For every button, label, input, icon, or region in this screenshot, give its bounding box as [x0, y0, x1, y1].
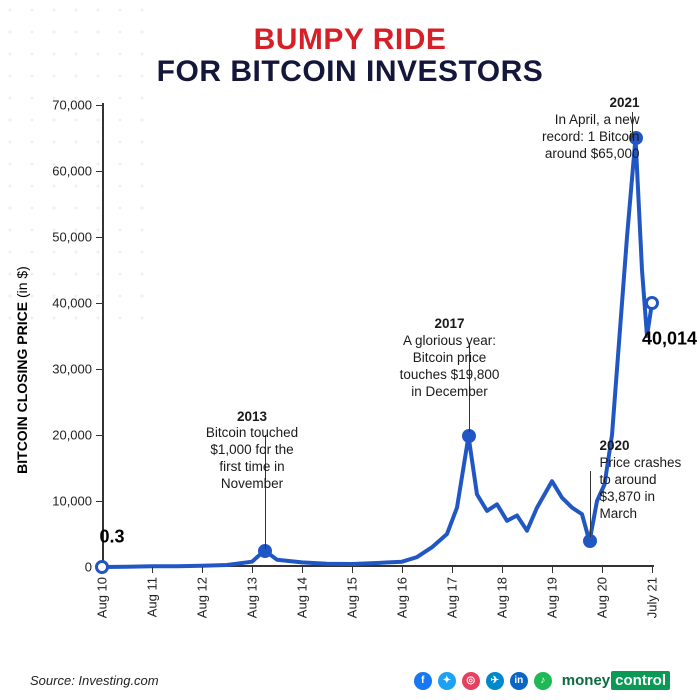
social-icon[interactable]: ◎: [462, 672, 480, 690]
infographic-container: BUMPY RIDE FOR BITCOIN INVESTORS BITCOIN…: [0, 0, 700, 645]
y-tick-label: 50,000: [52, 230, 92, 245]
annotation: 2013Bitcoin touched $1,000 for the first…: [202, 409, 302, 493]
y-tick-mark: [96, 303, 102, 304]
plot-region: 010,00020,00030,00040,00050,00060,00070,…: [102, 105, 652, 567]
annotation: 2021In April, a new record: 1 Bitcoin ar…: [540, 95, 640, 163]
y-tick-mark: [96, 171, 102, 172]
y-tick-label: 20,000: [52, 428, 92, 443]
chart-area: BITCOIN CLOSING PRICE (in $) 010,00020,0…: [30, 105, 670, 635]
data-marker: [645, 296, 659, 310]
y-tick-mark: [96, 105, 102, 106]
y-tick-label: 70,000: [52, 98, 92, 113]
y-tick-mark: [96, 501, 102, 502]
y-tick-label: 40,000: [52, 296, 92, 311]
x-tick-mark: [152, 567, 153, 573]
x-tick-mark: [252, 567, 253, 573]
x-tick-mark: [602, 567, 603, 573]
social-icons: f ✦ ◎ ✈ in ♪: [414, 672, 552, 690]
x-tick-label: Aug 19: [545, 577, 560, 618]
x-tick-label: Aug 10: [95, 577, 110, 618]
y-axis-label: BITCOIN CLOSING PRICE (in $): [14, 266, 30, 474]
x-tick-mark: [452, 567, 453, 573]
y-tick-label: 0: [85, 560, 92, 575]
social-icon[interactable]: f: [414, 672, 432, 690]
footer: Source: Investing.com f ✦ ◎ ✈ in ♪ money cont…: [30, 671, 670, 690]
annotation: 2020Price crashes to around $3,870 in Ma…: [600, 438, 690, 522]
x-tick-label: Aug 14: [295, 577, 310, 618]
value-label: 40,014: [642, 329, 697, 350]
y-tick-mark: [96, 237, 102, 238]
brand-part-2: control: [611, 671, 670, 690]
y-tick-mark: [96, 369, 102, 370]
x-tick-label: Aug 20: [595, 577, 610, 618]
x-tick-label: Aug 17: [445, 577, 460, 618]
social-icon[interactable]: ♪: [534, 672, 552, 690]
social-icon[interactable]: ✈: [486, 672, 504, 690]
x-tick-label: Aug 18: [495, 577, 510, 618]
y-tick-label: 10,000: [52, 494, 92, 509]
x-tick-label: July 21: [645, 577, 660, 618]
x-tick-mark: [552, 567, 553, 573]
y-axis-label-unit: (in $): [14, 266, 30, 302]
title-line-2: FOR BITCOIN INVESTORS: [30, 56, 670, 88]
line-svg: [102, 105, 652, 567]
x-tick-label: Aug 12: [195, 577, 210, 618]
x-tick-label: Aug 13: [245, 577, 260, 618]
x-tick-label: Aug 15: [345, 577, 360, 618]
x-tick-mark: [652, 567, 653, 573]
y-tick-label: 30,000: [52, 362, 92, 377]
x-tick-mark: [402, 567, 403, 573]
callout-line: [590, 471, 591, 536]
brand-part-1: money: [562, 672, 610, 689]
price-line: [102, 138, 652, 567]
x-tick-label: Aug 16: [395, 577, 410, 618]
brand-logo: money control: [562, 671, 670, 690]
data-marker: [95, 560, 109, 574]
x-tick-mark: [202, 567, 203, 573]
y-tick-label: 60,000: [52, 164, 92, 179]
y-axis-label-bold: BITCOIN CLOSING PRICE: [14, 302, 30, 474]
title-block: BUMPY RIDE FOR BITCOIN INVESTORS: [30, 24, 670, 87]
annotation: 2017A glorious year: Bitcoin price touch…: [395, 316, 505, 400]
x-tick-label: Aug 11: [145, 577, 160, 617]
value-label: 0.3: [99, 527, 124, 548]
y-tick-mark: [96, 435, 102, 436]
x-tick-mark: [352, 567, 353, 573]
source-text: Source: Investing.com: [30, 673, 159, 688]
title-line-1: BUMPY RIDE: [30, 24, 670, 56]
x-tick-mark: [302, 567, 303, 573]
social-icon[interactable]: ✦: [438, 672, 456, 690]
social-icon[interactable]: in: [510, 672, 528, 690]
x-tick-mark: [502, 567, 503, 573]
